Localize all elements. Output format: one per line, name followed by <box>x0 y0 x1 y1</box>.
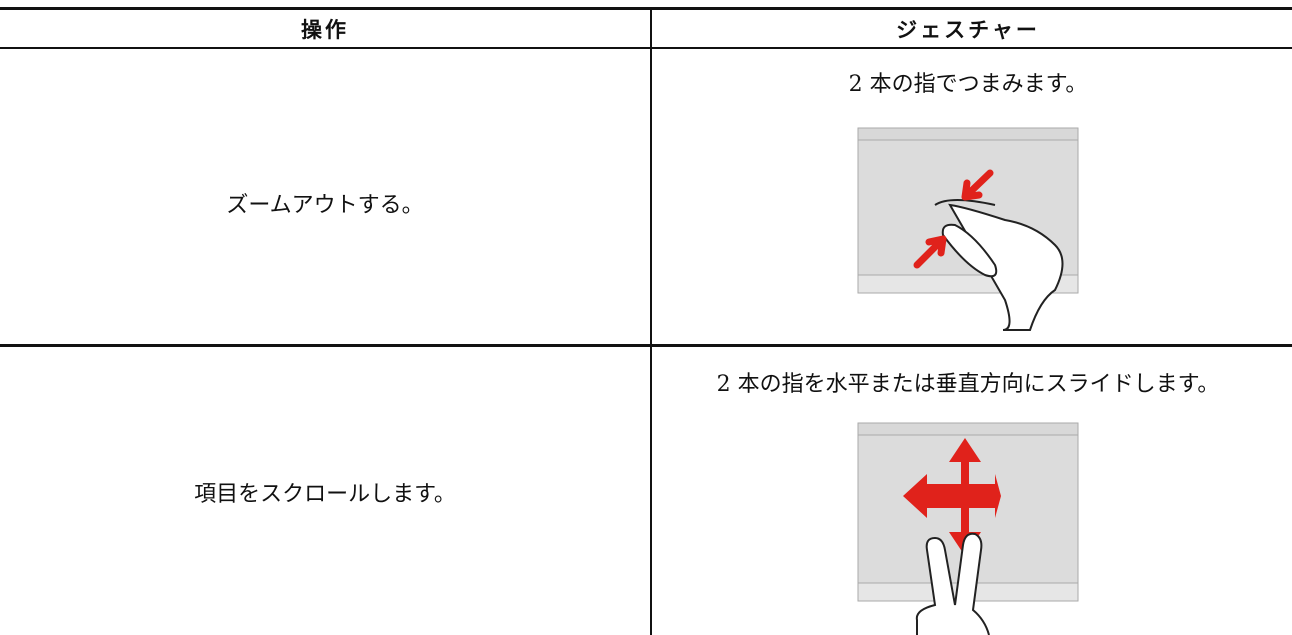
table-top-border <box>0 7 1292 10</box>
action-cell: ズームアウトする。 <box>226 193 424 218</box>
gesture-caption: 2 本の指を水平または垂直方向にスライドします。 <box>716 372 1220 397</box>
header-border <box>0 47 1292 49</box>
pinch-illustration <box>857 127 1079 331</box>
header-cell: 操作 <box>301 17 349 42</box>
action-cell: 項目をスクロールします。 <box>194 482 456 507</box>
scroll-illustration <box>857 422 1079 635</box>
gesture-caption: 2 本の指でつまみます。 <box>848 72 1088 97</box>
header-cell: ジェスチャー <box>896 17 1040 42</box>
column-divider <box>650 8 652 635</box>
row-border <box>0 344 1292 347</box>
